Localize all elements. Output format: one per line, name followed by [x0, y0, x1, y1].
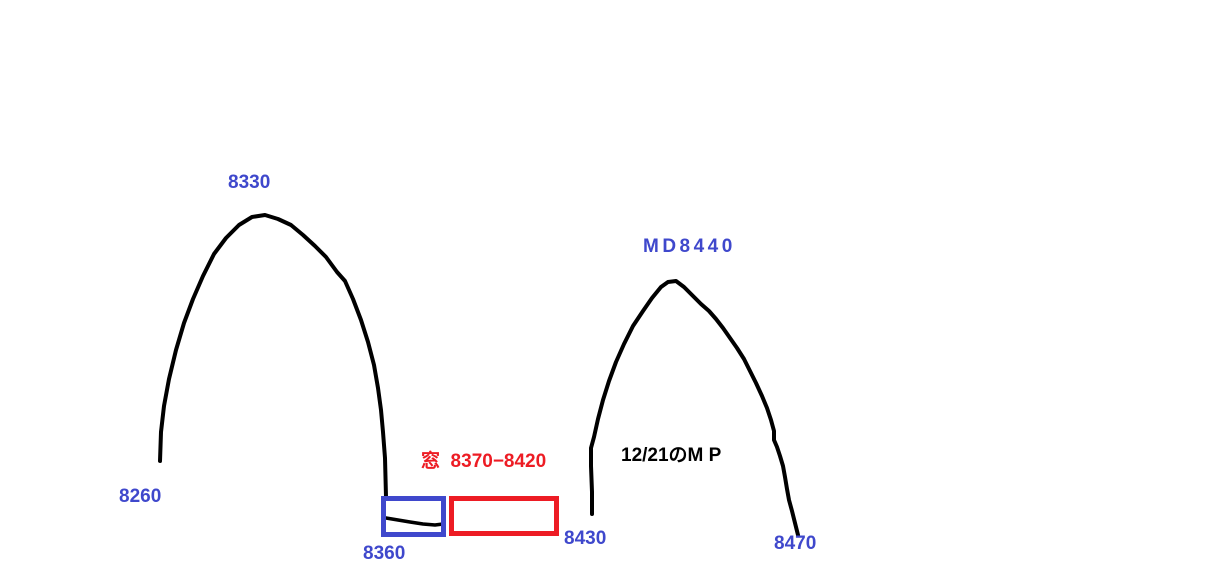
label-8330: 8330 [228, 172, 271, 193]
label-8360: 8360 [363, 543, 406, 564]
label-md8440: MD8440 [643, 236, 736, 257]
left-dome-curve [158, 213, 388, 499]
label-8430: 8430 [564, 528, 607, 549]
label-8260: 8260 [119, 486, 162, 507]
label-8470: 8470 [774, 533, 817, 554]
label-window-8370-8420: 窓 8370−8420 [421, 451, 547, 472]
blue-window-box [381, 496, 446, 537]
window-gap-line [384, 516, 445, 527]
right-dome-curve [589, 279, 800, 537]
label-12-21-mp: 12/21のM P [621, 445, 722, 466]
red-window-box [449, 496, 559, 536]
